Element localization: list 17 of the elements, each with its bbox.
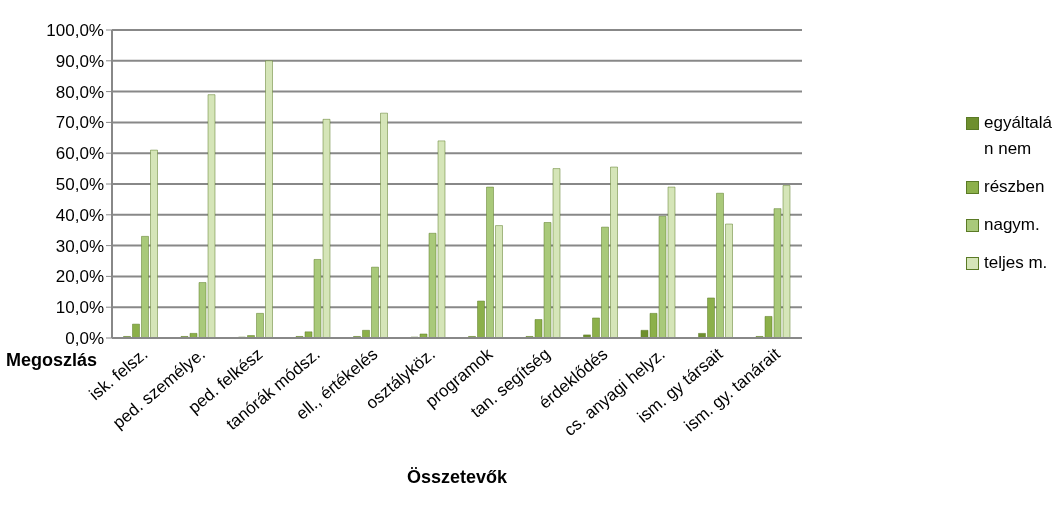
x-axis-title: Összetevők: [406, 467, 509, 487]
y-tick-label: 100,0%: [46, 21, 104, 41]
y-tick-label: 30,0%: [55, 236, 104, 256]
y-axis-title: Megoszlás: [6, 350, 98, 371]
y-tick-label: 20,0%: [55, 267, 104, 287]
legend-label: részben: [984, 176, 1045, 198]
y-tick-label: 10,0%: [55, 298, 104, 318]
y-tick-label: 0,0%: [65, 329, 104, 349]
legend-label: teljes m.: [984, 252, 1048, 274]
legend-label: egyáltalán nem: [984, 112, 1054, 160]
y-tick-label: 80,0%: [55, 82, 104, 102]
y-tick-label: 60,0%: [55, 144, 104, 164]
y-tick-label: 90,0%: [55, 51, 104, 71]
y-tick-label: 50,0%: [55, 175, 104, 195]
legend-label: nagym.: [984, 214, 1040, 236]
y-tick-label: 40,0%: [55, 205, 104, 225]
y-tick-label: 70,0%: [55, 113, 104, 133]
